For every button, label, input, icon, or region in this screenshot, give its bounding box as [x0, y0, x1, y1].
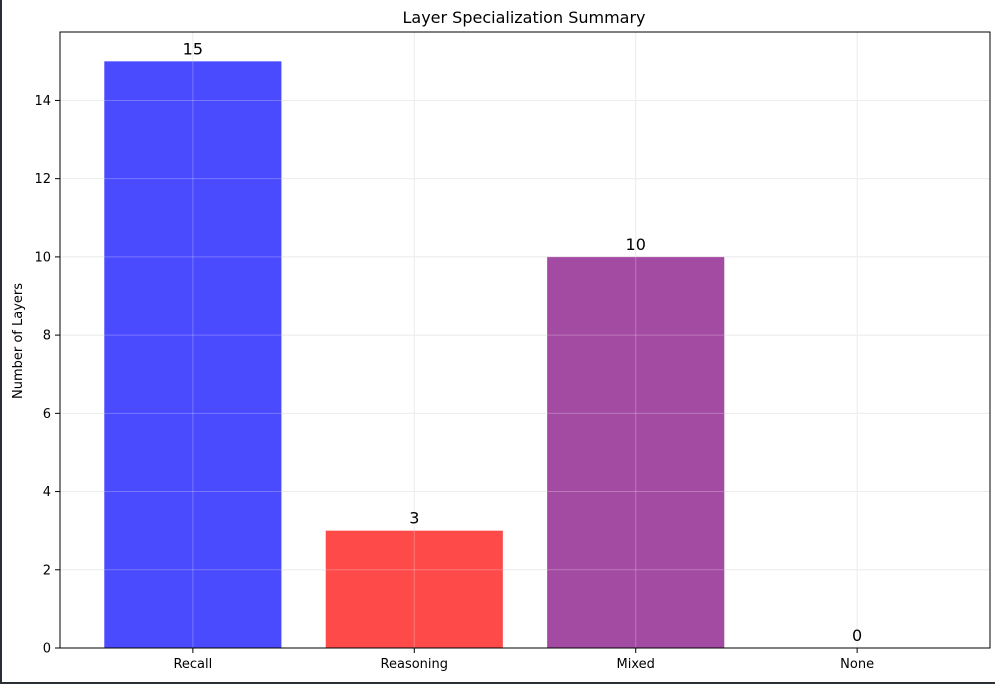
- y-axis-label: Number of Layers: [11, 283, 26, 399]
- y-tick-label: 4: [43, 485, 51, 500]
- y-tick-label: 12: [34, 172, 51, 187]
- value-label: 10: [626, 235, 646, 254]
- plot-frame: [59, 31, 991, 649]
- y-tick-label: 10: [34, 250, 51, 265]
- value-label: 15: [183, 39, 203, 58]
- x-tick-label: None: [840, 657, 874, 672]
- x-ticks: Recall Reasoning Mixed None: [173, 648, 874, 672]
- y-tick-label: 8: [43, 329, 51, 344]
- bars: [60, 32, 990, 649]
- x-tick-label: Reasoning: [381, 657, 448, 672]
- y-tick-label: 2: [43, 563, 51, 578]
- bar-reasoning: [325, 530, 503, 648]
- y-tick-label: 6: [43, 407, 51, 422]
- axes: [59, 31, 991, 649]
- bar-mixed: [547, 256, 725, 648]
- x-tick-label: Recall: [173, 657, 212, 672]
- x-tick-label: Mixed: [617, 657, 655, 672]
- value-label: 0: [852, 626, 862, 645]
- y-tick-label: 0: [43, 642, 51, 657]
- value-label: 3: [409, 509, 419, 528]
- bar-recall: [104, 61, 282, 649]
- y-ticks: 0 2 4 6 8 10 12 14: [34, 94, 60, 657]
- y-tick-label: 14: [34, 94, 51, 109]
- chart-title: Layer Specialization Summary: [402, 8, 645, 27]
- data-labels: 15 3 10 0: [183, 39, 863, 645]
